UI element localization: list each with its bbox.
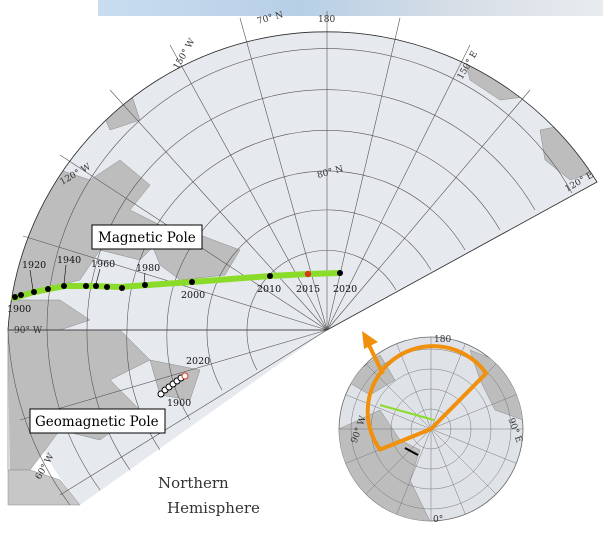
inset-geo-track xyxy=(404,447,419,456)
track-dot xyxy=(31,289,37,295)
track-dot xyxy=(142,282,148,288)
land-lower-edge xyxy=(7,330,81,506)
fan-border xyxy=(7,31,598,331)
inset-label-0: 0° xyxy=(433,515,443,525)
inset-globe: 180 90° W 90° E 0° xyxy=(338,331,524,525)
track-dot xyxy=(18,292,24,298)
year-label: 2020 xyxy=(333,284,357,295)
label-90W: 90° W xyxy=(14,326,43,336)
geomagnetic-pole-label-box: Geomagnetic Pole xyxy=(29,408,166,434)
track-dot xyxy=(93,283,99,289)
label-70N: 70° N xyxy=(256,10,284,27)
year-label: 1960 xyxy=(91,259,115,270)
year-label: 1940 xyxy=(57,255,81,266)
year-label: 1900 xyxy=(7,304,31,315)
geo-dot xyxy=(157,390,165,398)
magnetic-pole-label-box: Magnetic Pole xyxy=(91,224,203,250)
inset-arrow-shaft xyxy=(366,342,385,375)
magnetic-pole-label: Magnetic Pole xyxy=(98,230,196,246)
geomagnetic-pole-track: 2020 1900 xyxy=(157,356,210,409)
year-label: 2000 xyxy=(181,290,205,301)
geomagnetic-pole-label: Geomagnetic Pole xyxy=(35,414,159,430)
track-dot xyxy=(104,284,110,290)
track-dot-2015 xyxy=(304,270,312,278)
track-dot xyxy=(83,283,89,289)
hemisphere-line2: Hemisphere xyxy=(167,499,260,517)
year-label: 1920 xyxy=(22,260,46,271)
year-leaders xyxy=(29,264,146,291)
track-dot xyxy=(12,294,18,300)
track-dot xyxy=(119,285,125,291)
hemisphere-line1: Northern xyxy=(158,474,229,492)
magnetic-pole-track: 1900 1920 1940 1960 1980 2000 2010 2015 … xyxy=(7,255,357,315)
inset-label-180: 180 xyxy=(434,335,451,345)
fan-ocean xyxy=(8,31,597,330)
year-label: 2015 xyxy=(296,284,320,295)
track-dot xyxy=(189,279,195,285)
geo-year-label: 2020 xyxy=(186,356,210,367)
geo-year-label: 1900 xyxy=(167,398,191,409)
year-label: 1980 xyxy=(136,263,160,274)
track-dot xyxy=(61,283,67,289)
track-dots xyxy=(12,270,343,300)
label-180: 180 xyxy=(318,15,335,25)
top-banner-strip xyxy=(98,0,603,16)
year-label: 2010 xyxy=(257,284,281,295)
track-dot xyxy=(267,273,273,279)
geo-dot-2020 xyxy=(181,372,189,380)
inset-fan-frame xyxy=(365,344,489,452)
inset-track xyxy=(379,404,435,421)
inset-arrow-head xyxy=(362,331,378,349)
track-dot xyxy=(45,286,51,292)
track-dot xyxy=(337,270,343,276)
